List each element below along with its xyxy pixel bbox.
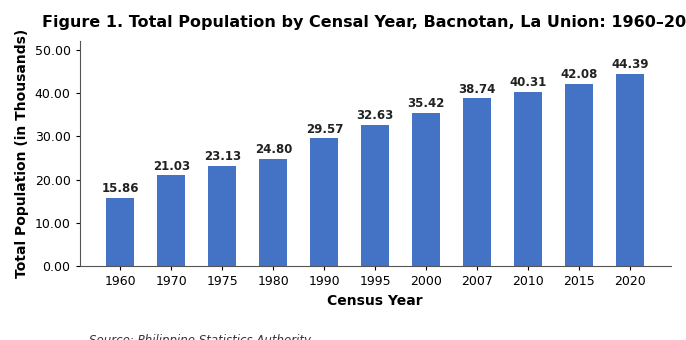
Bar xyxy=(157,175,185,267)
Text: Source: Philippine Statistics Authority: Source: Philippine Statistics Authority xyxy=(89,334,311,340)
Bar xyxy=(362,125,390,267)
Text: 35.42: 35.42 xyxy=(407,97,445,110)
Bar xyxy=(259,159,287,267)
Text: 15.86: 15.86 xyxy=(102,182,139,195)
Text: 29.57: 29.57 xyxy=(306,122,343,136)
Text: 38.74: 38.74 xyxy=(458,83,496,96)
Bar xyxy=(514,91,542,267)
Text: 32.63: 32.63 xyxy=(357,109,394,122)
Bar xyxy=(463,98,491,267)
Y-axis label: Total Population (in Thousands): Total Population (in Thousands) xyxy=(15,29,29,278)
Bar xyxy=(106,198,134,267)
Bar xyxy=(209,166,237,267)
Bar xyxy=(565,84,593,267)
Text: 40.31: 40.31 xyxy=(510,76,547,89)
Text: 23.13: 23.13 xyxy=(204,151,241,164)
Bar xyxy=(616,74,644,267)
Bar xyxy=(310,138,338,267)
Text: 24.80: 24.80 xyxy=(255,143,292,156)
Text: 44.39: 44.39 xyxy=(611,58,649,71)
Text: 21.03: 21.03 xyxy=(153,159,190,173)
Text: 42.08: 42.08 xyxy=(560,68,598,81)
Title: Figure 1. Total Population by Censal Year, Bacnotan, La Union: 1960–2020: Figure 1. Total Population by Censal Yea… xyxy=(42,15,686,30)
X-axis label: Census Year: Census Year xyxy=(327,294,423,308)
Bar xyxy=(412,113,440,267)
